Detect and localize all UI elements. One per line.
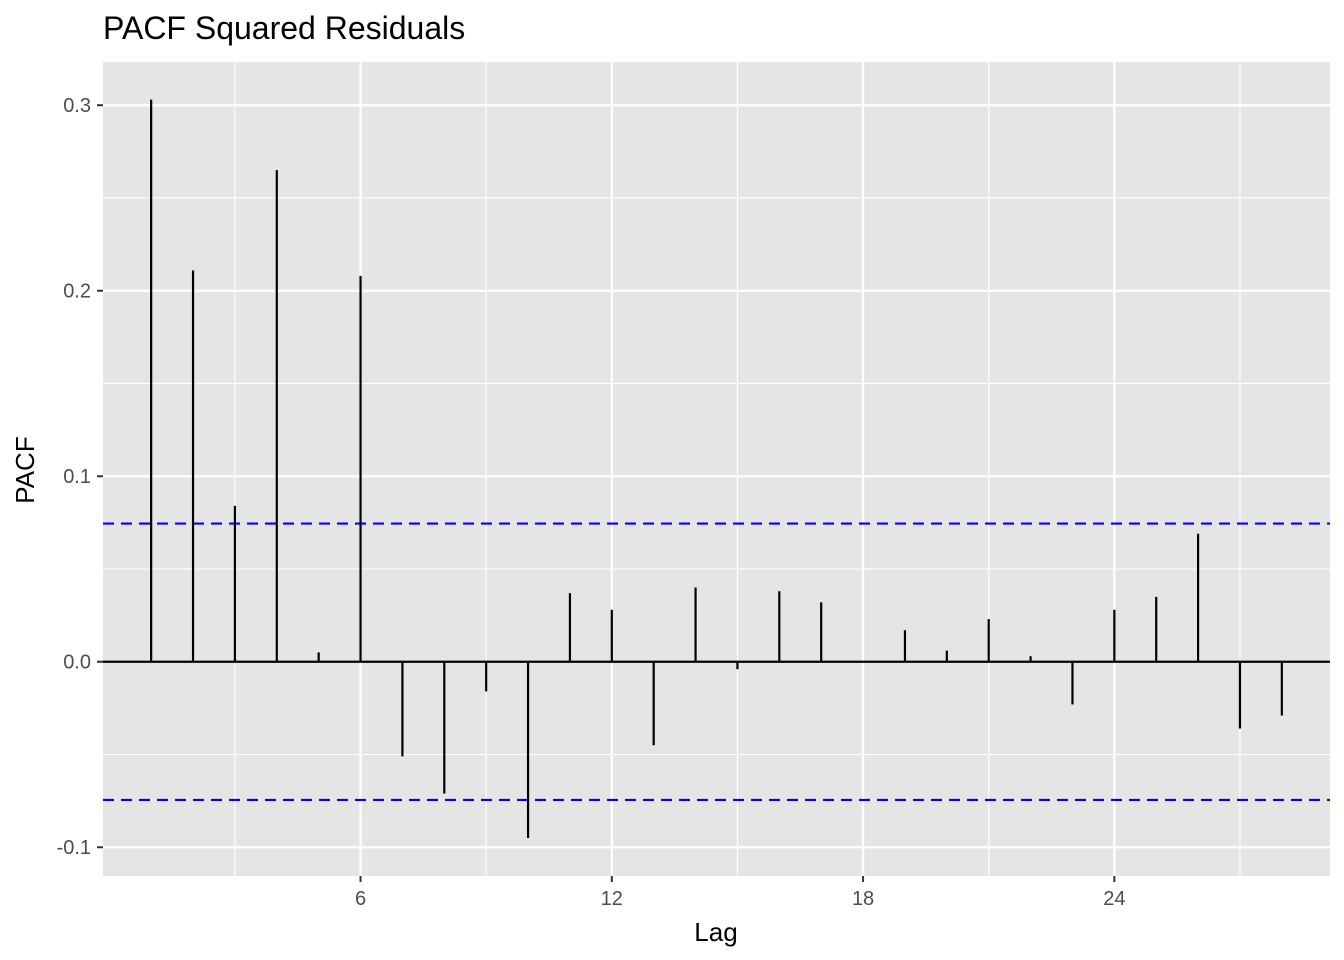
y-axis-title: PACF [10, 436, 40, 503]
x-axis-title: Lag [694, 917, 737, 947]
x-tick-label: 18 [852, 888, 874, 910]
x-tick-label: 6 [355, 888, 366, 910]
confidence-bounds [103, 522, 1330, 802]
y-tick-label: 0.2 [63, 281, 91, 303]
y-tick-label: 0.3 [63, 95, 91, 117]
minor-gridlines [103, 62, 1330, 876]
y-tick-label: 0.1 [63, 466, 91, 488]
pacf-stems [150, 99, 1283, 838]
y-axis-ticks: -0.1 0.0 0.1 0.2 0.3 [57, 95, 103, 859]
y-tick-label: 0.0 [63, 652, 91, 674]
x-tick-label: 12 [601, 888, 623, 910]
chart-title: PACF Squared Residuals [103, 10, 465, 46]
x-axis-ticks: 6 12 18 24 [355, 876, 1125, 910]
plot-panel [103, 62, 1330, 876]
y-tick-label: -0.1 [57, 837, 91, 859]
x-tick-label: 24 [1103, 888, 1125, 910]
